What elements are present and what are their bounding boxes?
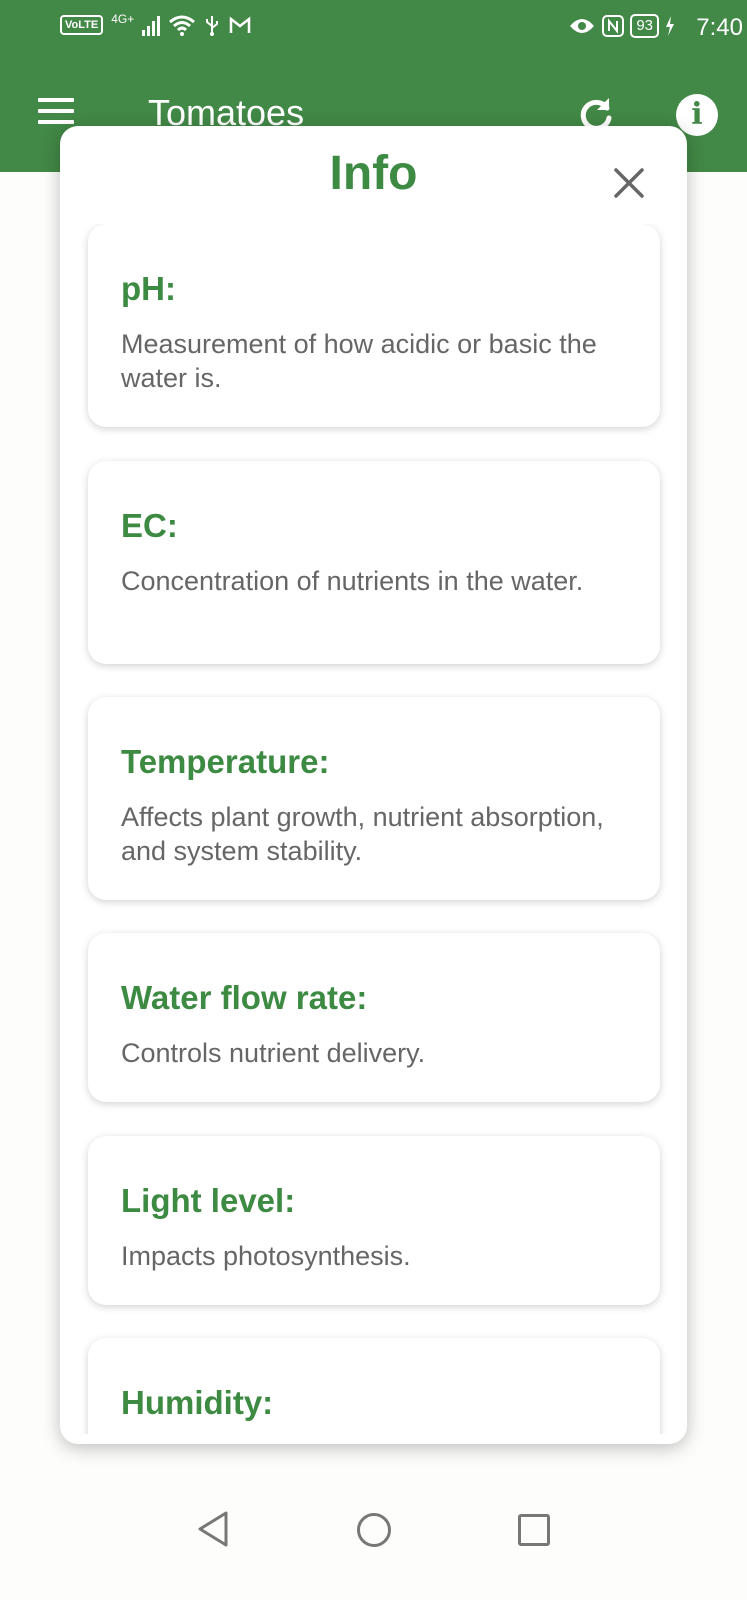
home-circle-icon[interactable] [357,1513,391,1547]
card-heading: pH: [121,270,176,307]
status-left: VoLTE 4G+ [60,12,252,36]
status-bar: VoLTE 4G+ [0,0,747,58]
info-card-ph: pH: Measurement of how acidic or basic t… [88,224,660,427]
card-heading: Light level: [121,1182,296,1219]
clock: 7:40 [696,14,743,41]
eye-icon [570,19,595,33]
volte-badge: VoLTE [60,15,104,35]
charging-icon [666,16,674,36]
info-list[interactable]: pH: Measurement of how acidic or basic t… [60,224,687,1434]
recent-square-icon[interactable] [518,1514,550,1546]
card-heading: Water flow rate: [121,979,368,1016]
menu-icon[interactable] [38,98,74,128]
back-triangle-icon[interactable] [196,1510,230,1548]
wifi-icon [169,15,196,36]
network-type: 4G+ [111,12,135,26]
info-icon[interactable]: i [676,94,718,136]
info-card-light-level: Light level: Impacts photosynthesis. [88,1136,660,1305]
card-heading: Humidity: [121,1384,274,1421]
card-description: Controls nutrient delivery. [121,1038,426,1068]
card-description: Impacts photosynthesis. [121,1241,411,1271]
info-card-temperature: Temperature: Affects plant growth, nutri… [88,697,660,900]
system-nav-bar [0,1480,747,1600]
info-card-water-flow-rate: Water flow rate: Controls nutrient deliv… [88,933,660,1102]
usb-icon [206,16,219,36]
battery-level: 93 [630,14,659,38]
card-description: Measurement of how acidic or basic the w… [121,329,597,393]
card-heading: Temperature: [121,743,330,780]
card-description: Concentration of nutrients in the water. [121,566,584,596]
card-description: Affects plant growth, nutrient absorptio… [121,802,604,866]
info-card-ec: EC: Concentration of nutrients in the wa… [88,461,660,664]
status-right: 93 7:40 [568,14,743,41]
info-dialog: Info pH: Measurement of how acidic or ba… [60,126,687,1444]
close-icon[interactable] [612,166,646,200]
nfc-icon [602,15,625,37]
signal-bars-icon [142,14,161,36]
gmail-icon [229,16,251,33]
dialog-title: Info [329,147,418,200]
card-heading: EC: [121,507,178,544]
refresh-icon[interactable] [576,94,616,134]
info-card-humidity: Humidity: [88,1338,660,1434]
